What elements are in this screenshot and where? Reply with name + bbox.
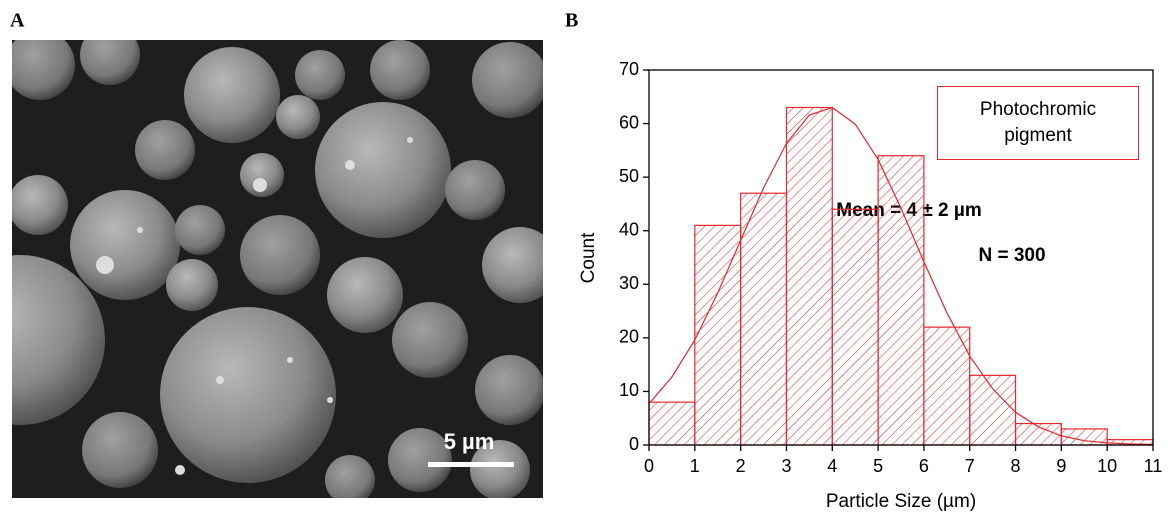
x-tick-label: 6 (919, 456, 929, 476)
panel-label: B (565, 10, 578, 32)
x-tick-label: 9 (1056, 456, 1066, 476)
bar (831, 208, 879, 446)
y-tick-label: 40 (619, 219, 639, 239)
y-tick-label: 30 (619, 273, 639, 293)
x-tick-label: 0 (644, 456, 654, 476)
fit-curve (648, 106, 1154, 446)
x-tick-label: 11 (1144, 456, 1163, 476)
legend: Photochromic pigment (937, 86, 1139, 160)
x-tick-label: 5 (873, 456, 883, 476)
x-tick-label: 4 (827, 456, 837, 476)
plot-frame (648, 69, 1154, 446)
annotation: N = 300 (978, 245, 1045, 266)
bar (694, 224, 742, 446)
x-tick-label: 1 (690, 456, 700, 476)
y-tick-label: 70 (619, 59, 639, 79)
bar (969, 374, 1017, 446)
y-axis-label: Count (578, 232, 599, 283)
bar (877, 155, 925, 446)
x-axis-label: Particle Size (µm) (826, 491, 976, 512)
bar (785, 106, 833, 446)
sem-image: 5 µm (12, 40, 543, 498)
x-tick-label: 7 (965, 456, 975, 476)
x-tick-label: 2 (736, 456, 746, 476)
panel-label: A (10, 10, 25, 32)
y-tick-label: 0 (629, 434, 639, 454)
bar (648, 401, 696, 446)
y-tick-label: 20 (619, 327, 639, 347)
x-tick-label: 8 (1011, 456, 1021, 476)
y-tick-label: 10 (619, 380, 639, 400)
x-tick-label: 3 (781, 456, 791, 476)
x-tick-label: 10 (1097, 456, 1117, 476)
scale-bar-label: 5 µm (444, 429, 495, 454)
bar (740, 192, 788, 446)
y-tick-label: 50 (619, 166, 639, 186)
bar (923, 326, 971, 446)
y-tick-label: 60 (619, 112, 639, 132)
